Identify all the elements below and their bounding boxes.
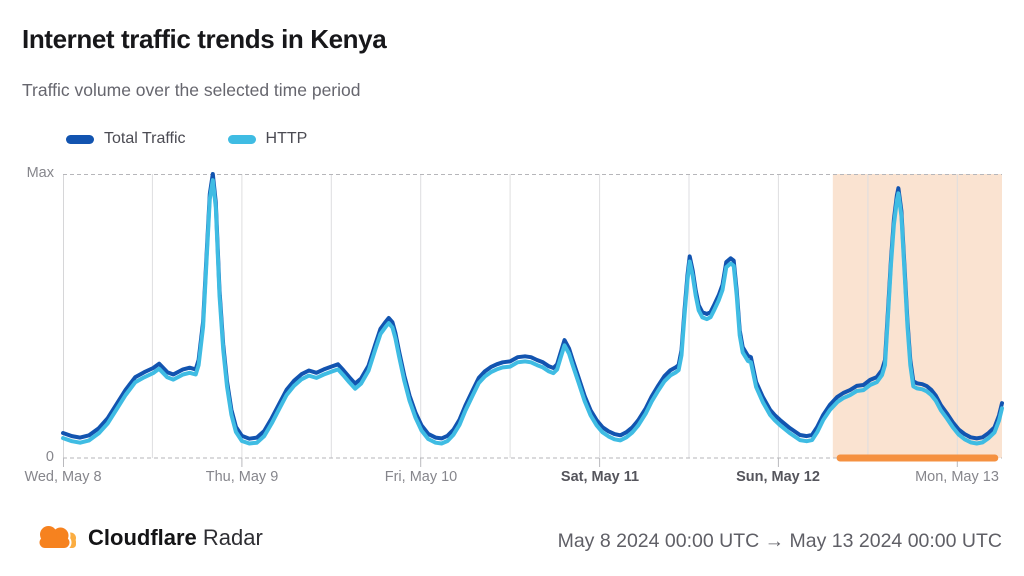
- chart-legend: Total Traffic HTTP: [66, 130, 307, 148]
- brand-wordmark: Cloudflare Radar: [88, 522, 263, 553]
- anomaly-underline: [836, 454, 999, 462]
- brand-radar: Radar: [196, 525, 263, 550]
- x-axis-label-sat-may-11: Sat, May 11: [560, 469, 640, 485]
- total-traffic-swatch-icon: [66, 134, 94, 144]
- page-title: Internet traffic trends in Kenya: [22, 24, 387, 54]
- brand-cloudflare: Cloudflare: [88, 525, 197, 550]
- highlight-region: [832, 174, 1002, 458]
- x-axis-label-wed-may-8: Wed, May 8: [24, 469, 102, 485]
- page-subtitle: Traffic volume over the selected time pe…: [22, 80, 361, 100]
- x-axis-label-sun-may-12: Sun, May 12: [736, 469, 820, 485]
- cloudflare-logo-icon: [37, 524, 76, 551]
- http-swatch-icon: [227, 134, 256, 144]
- legend-label: Total Traffic: [104, 130, 186, 147]
- legend-item-http[interactable]: HTTP: [227, 130, 308, 148]
- x-axis-label-fri-may-10: Fri, May 10: [384, 469, 458, 485]
- date-range-label: May 8 2024 00:00 UTC → May 13 2024 00:00…: [557, 530, 1002, 552]
- y-axis-zero-label: 0: [45, 449, 54, 465]
- legend-item-total-traffic[interactable]: Total Traffic: [66, 130, 186, 148]
- traffic-line-chart: [61, 172, 1004, 467]
- x-axis-label-thu-may-9: Thu, May 9: [205, 469, 279, 485]
- legend-label: HTTP: [265, 130, 308, 147]
- http-line: [61, 178, 1004, 446]
- y-axis-max-label: Max: [26, 165, 54, 181]
- logo-main-cloud: [39, 526, 70, 548]
- x-axis-label-mon-may-13: Mon, May 13: [915, 469, 999, 485]
